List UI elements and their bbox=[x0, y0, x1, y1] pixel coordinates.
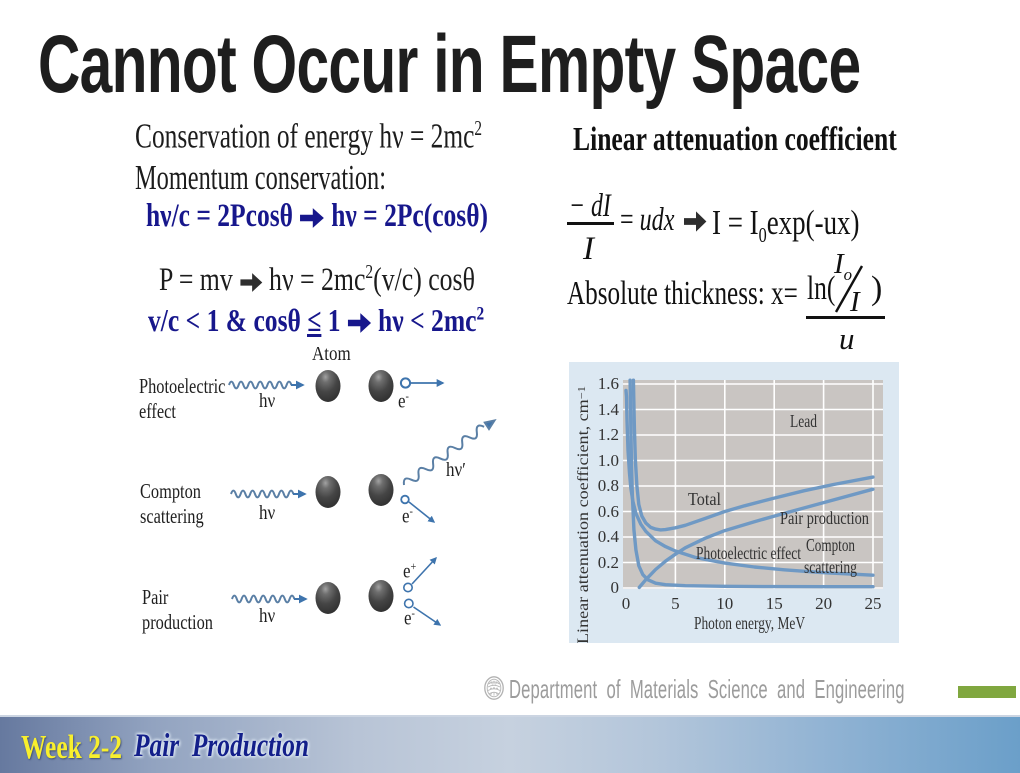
svg-text:15: 15 bbox=[766, 594, 783, 613]
svg-text:1.4: 1.4 bbox=[598, 400, 620, 419]
svg-text:Linear attenuation coefficient: Linear attenuation coefficient, cm−1 bbox=[575, 386, 592, 643]
svg-text:Photoelectric effect: Photoelectric effect bbox=[696, 543, 801, 563]
svg-text:10: 10 bbox=[716, 594, 733, 613]
svg-text:scattering: scattering bbox=[804, 557, 857, 577]
svg-text:1.2: 1.2 bbox=[598, 425, 619, 444]
svg-text:1.6: 1.6 bbox=[598, 374, 619, 393]
svg-text:1.0: 1.0 bbox=[598, 451, 619, 470]
svg-text:20: 20 bbox=[815, 594, 832, 613]
svg-text:Pair production: Pair production bbox=[780, 508, 869, 528]
svg-text:0: 0 bbox=[611, 578, 620, 597]
svg-text:Compton: Compton bbox=[806, 535, 855, 555]
svg-text:0: 0 bbox=[622, 594, 631, 613]
svg-text:0.4: 0.4 bbox=[598, 527, 620, 546]
svg-text:25: 25 bbox=[865, 594, 882, 613]
svg-text:5: 5 bbox=[671, 594, 680, 613]
svg-text:0.8: 0.8 bbox=[598, 476, 619, 495]
svg-text:0.2: 0.2 bbox=[598, 553, 619, 572]
svg-text:Total: Total bbox=[688, 489, 721, 509]
svg-text:Photon energy, MeV: Photon energy, MeV bbox=[694, 613, 805, 633]
svg-text:Lead: Lead bbox=[790, 411, 817, 431]
svg-text:0.6: 0.6 bbox=[598, 502, 619, 521]
